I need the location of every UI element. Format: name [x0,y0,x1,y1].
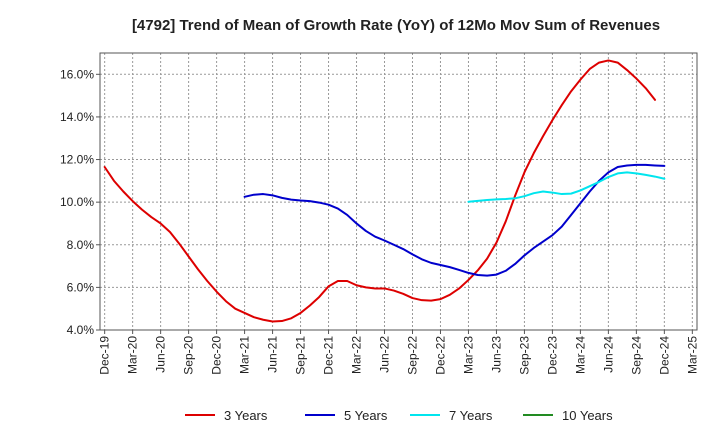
plot-frame [99,52,698,331]
x-tick-label: Dec-20 [210,336,224,375]
chart-title: [4792] Trend of Mean of Growth Rate (YoY… [132,17,660,34]
x-tick-label: Sep-24 [629,336,643,375]
legend-label: 5 Years [344,408,388,423]
x-tick-label: Jun-20 [154,336,168,373]
y-tick-label: 16.0% [60,67,94,81]
legend-label: 7 Years [449,408,493,423]
x-tick-label: Mar-23 [461,336,475,374]
series-line-5-years [243,163,666,277]
y-axis-ticks: 4.0% 6.0% 8.0% 10.0% 12.0% 14.0% 16.0% [60,67,100,337]
x-tick-label: Mar-20 [126,336,140,374]
x-tick-label: Dec-22 [433,336,447,375]
y-tick-label: 6.0% [67,280,95,294]
x-tick-label: Sep-21 [294,336,308,375]
x-tick-label: Sep-23 [517,336,531,375]
legend: 3 Years 5 Years 7 Years 10 Years [185,408,613,423]
x-tick-label: Jun-22 [378,336,392,373]
x-tick-label: Jun-21 [266,336,280,373]
legend-label: 3 Years [224,408,268,423]
x-tick-label: Mar-21 [238,336,252,374]
x-tick-label: Dec-24 [657,336,671,375]
series-lines [103,59,666,323]
series-line-7-years [467,171,666,203]
x-tick-label: Mar-22 [350,336,364,374]
series-line-3-years [103,59,657,323]
x-tick-label: Sep-22 [405,336,419,375]
x-tick-label: Dec-19 [98,336,112,375]
y-tick-label: 14.0% [60,110,94,124]
grid-lines [100,53,697,331]
x-tick-label: Dec-23 [545,336,559,375]
y-tick-label: 12.0% [60,153,94,167]
x-axis-ticks: Dec-19 Mar-20 Jun-20 Sep-20 Dec-20 Mar-21 Jun-… [98,330,699,375]
x-tick-label: Dec-21 [322,336,336,375]
y-tick-label: 4.0% [67,323,95,337]
x-tick-label: Sep-20 [182,336,196,375]
legend-label: 10 Years [562,408,613,423]
x-tick-label: Jun-23 [489,336,503,373]
y-tick-label: 10.0% [60,195,94,209]
y-tick-label: 8.0% [67,238,95,252]
x-tick-label: Mar-24 [573,336,587,374]
x-tick-label: Mar-25 [685,336,699,374]
x-tick-label: Jun-24 [601,336,615,373]
